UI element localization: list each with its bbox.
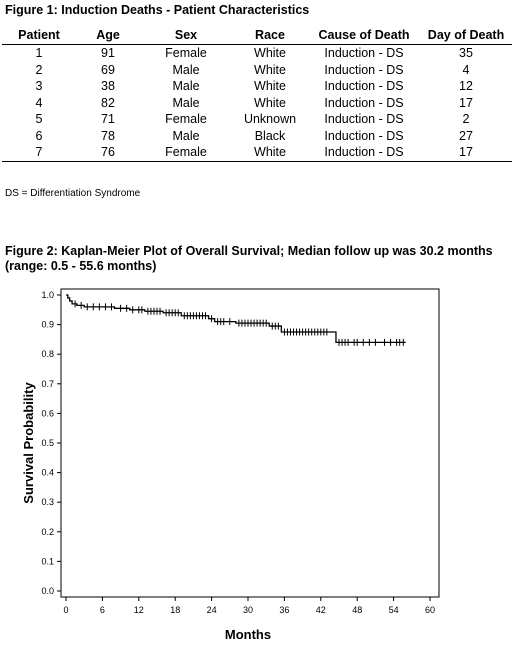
- x-tick-label: 48: [352, 605, 362, 615]
- cell-patient: 6: [35, 128, 43, 143]
- y-axis-label: Survival Probability: [21, 382, 36, 504]
- y-tick-label: 0.0: [41, 586, 54, 596]
- cell-sex: Female: [165, 46, 207, 61]
- cell-age: 76: [101, 145, 115, 160]
- cell-cause: Induction - DS: [324, 128, 404, 143]
- x-tick-label: 12: [134, 605, 144, 615]
- x-tick-label: 42: [316, 605, 326, 615]
- cell-race: White: [254, 79, 286, 94]
- cell-age: 91: [101, 46, 115, 61]
- table-row: 7 76 Female White Induction - DS 17: [2, 144, 512, 161]
- figure1-title: Figure 1: Induction Deaths - Patient Cha…: [5, 3, 310, 17]
- header-day-of-death: Day of Death: [427, 28, 505, 42]
- y-tick-label: 0.8: [41, 349, 54, 359]
- cell-patient: 2: [35, 62, 43, 77]
- survival-curve: [66, 294, 406, 344]
- y-tick-label: 0.9: [41, 320, 54, 330]
- cell-cause: Induction - DS: [324, 112, 404, 127]
- y-axis: 0.0 0.1 0.2 0.3 0.4 0.5 0.6 0.7 0.8 0.9 1.0: [41, 290, 61, 596]
- table-row: 1 91 Female White Induction - DS 35: [2, 45, 512, 62]
- y-tick-label: 0.7: [41, 379, 54, 389]
- cell-day: 4: [462, 62, 470, 77]
- censor-marks: [74, 300, 404, 346]
- cell-sex: Male: [172, 128, 200, 143]
- y-tick-label: 1.0: [41, 290, 54, 300]
- x-tick-label: 54: [389, 605, 399, 615]
- cell-sex: Male: [172, 95, 200, 110]
- figure2-title: Figure 2: Kaplan-Meier Plot of Overall S…: [5, 244, 493, 273]
- table-row: 5 71 Female Unknown Induction - DS 2: [2, 111, 512, 128]
- patient-table: Patient Age Sex Race Cause of Death Day …: [2, 26, 512, 162]
- table-footnote: DS = Differentiation Syndrome: [5, 188, 141, 199]
- cell-race: Black: [254, 128, 286, 143]
- cell-race: Unknown: [243, 112, 297, 127]
- x-tick-label: 36: [279, 605, 289, 615]
- cell-sex: Male: [172, 79, 200, 94]
- table-row: 4 82 Male White Induction - DS 17: [2, 95, 512, 112]
- cell-age: 38: [101, 79, 115, 94]
- cell-race: White: [254, 145, 286, 160]
- table-row: 2 69 Male White Induction - DS 4: [2, 62, 512, 79]
- y-tick-label: 0.6: [41, 408, 54, 418]
- header-patient: Patient: [18, 28, 60, 42]
- kaplan-meier-plot: 0.0 0.1 0.2 0.3 0.4 0.5 0.6 0.7 0.8 0.9 1.0 0 6 12 18…: [21, 288, 440, 642]
- cell-day: 35: [459, 46, 473, 61]
- x-axis-label: Months: [225, 627, 271, 642]
- cell-cause: Induction - DS: [324, 145, 404, 160]
- cell-patient: 7: [35, 145, 43, 160]
- cell-patient: 4: [35, 95, 43, 110]
- cell-day: 2: [462, 112, 470, 127]
- cell-patient: 1: [35, 46, 43, 61]
- cell-day: 17: [459, 145, 473, 160]
- cell-cause: Induction - DS: [324, 46, 404, 61]
- header-cause-of-death: Cause of Death: [318, 28, 410, 42]
- y-tick-label: 0.3: [41, 497, 54, 507]
- cell-patient: 3: [35, 79, 43, 94]
- plot-frame: [60, 288, 440, 598]
- cell-cause: Induction - DS: [324, 79, 404, 94]
- header-sex: Sex: [174, 28, 198, 42]
- y-tick-label: 0.5: [41, 438, 54, 448]
- cell-age: 69: [101, 62, 115, 77]
- y-tick-label: 0.1: [41, 556, 54, 566]
- y-tick-label: 0.4: [41, 468, 54, 478]
- table-header-row: Patient Age Sex Race Cause of Death Day …: [2, 26, 512, 45]
- x-tick-label: 30: [243, 605, 253, 615]
- cell-race: White: [254, 46, 286, 61]
- cell-patient: 5: [35, 112, 43, 127]
- cell-sex: Male: [172, 62, 200, 77]
- table-row: 6 78 Male Black Induction - DS 27: [2, 128, 512, 145]
- x-tick-label: 18: [170, 605, 180, 615]
- x-tick-label: 0: [63, 605, 68, 615]
- cell-age: 78: [101, 128, 115, 143]
- cell-age: 82: [101, 95, 115, 110]
- cell-race: White: [254, 95, 286, 110]
- header-age: Age: [96, 28, 120, 42]
- cell-cause: Induction - DS: [324, 95, 404, 110]
- x-tick-label: 24: [207, 605, 217, 615]
- cell-sex: Female: [165, 145, 207, 160]
- table-row: 3 38 Male White Induction - DS 12: [2, 78, 512, 95]
- cell-day: 27: [459, 128, 473, 143]
- header-race: Race: [255, 28, 285, 42]
- cell-race: White: [254, 62, 286, 77]
- cell-age: 71: [101, 112, 115, 127]
- x-tick-label: 60: [425, 605, 435, 615]
- x-tick-label: 6: [100, 605, 105, 615]
- cell-sex: Female: [165, 112, 207, 127]
- x-axis: 0 6 12 18 24 30 36 42 48 54 60: [63, 597, 435, 615]
- cell-day: 17: [459, 95, 473, 110]
- cell-cause: Induction - DS: [324, 62, 404, 77]
- cell-day: 12: [459, 79, 473, 94]
- y-tick-label: 0.2: [41, 527, 54, 537]
